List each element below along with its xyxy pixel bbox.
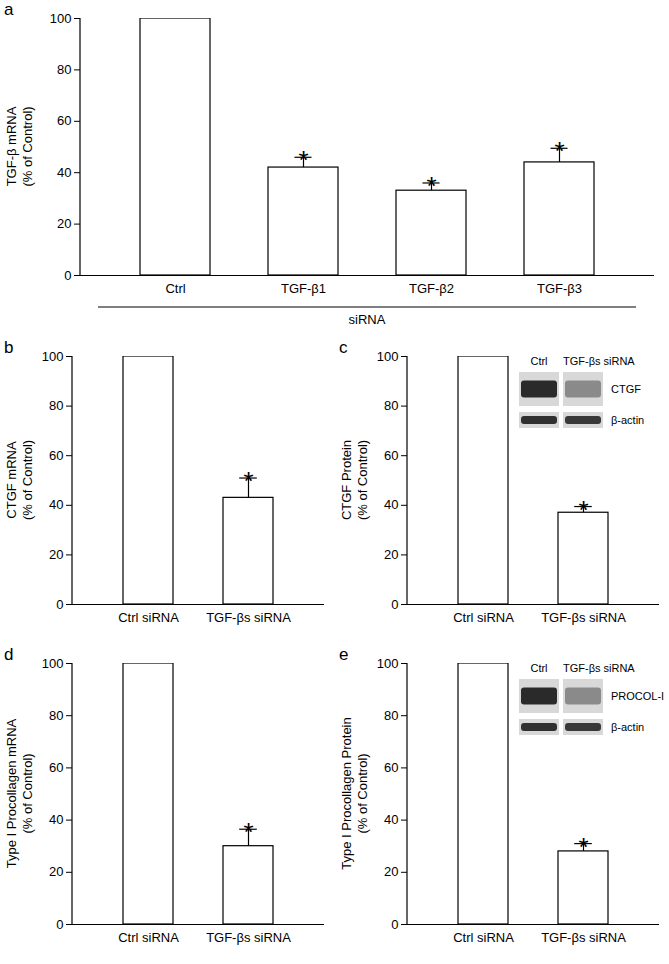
- svg-text:TGF-β mRNA(% of Control): TGF-β mRNA(% of Control): [4, 106, 34, 186]
- svg-text:β-actin: β-actin: [611, 414, 644, 426]
- svg-text:*: *: [578, 495, 588, 525]
- svg-text:TGF-βs siRNA: TGF-βs siRNA: [563, 355, 635, 367]
- svg-text:PROCOL-I: PROCOL-I: [611, 690, 664, 702]
- svg-text:Ctrl siRNA: Ctrl siRNA: [118, 930, 179, 945]
- svg-text:CTGF: CTGF: [611, 383, 641, 395]
- svg-text:*: *: [426, 171, 436, 201]
- svg-text:40: 40: [57, 165, 71, 180]
- svg-text:*: *: [578, 832, 588, 862]
- html-text:a: a: [4, 0, 14, 19]
- svg-text:TGF-β2: TGF-β2: [409, 281, 454, 296]
- svg-text:40: 40: [49, 812, 63, 827]
- svg-text:siRNA: siRNA: [349, 312, 386, 327]
- svg-text:Type I Procollagen Protein(% o: Type I Procollagen Protein(% of Control): [339, 717, 369, 869]
- svg-text:100: 100: [42, 349, 64, 364]
- svg-text:60: 60: [49, 760, 63, 775]
- svg-text:TGF-βs siRNA: TGF-βs siRNA: [541, 610, 626, 625]
- svg-text:0: 0: [64, 268, 71, 283]
- svg-text:100: 100: [377, 349, 399, 364]
- svg-text:TGF-βs siRNA: TGF-βs siRNA: [541, 930, 626, 945]
- svg-text:Ctrl siRNA: Ctrl siRNA: [453, 930, 514, 945]
- svg-text:0: 0: [56, 597, 63, 612]
- svg-text:0: 0: [56, 917, 63, 932]
- svg-text:TGF-β3: TGF-β3: [537, 281, 582, 296]
- svg-text:60: 60: [49, 448, 63, 463]
- svg-text:80: 80: [49, 398, 63, 413]
- svg-text:20: 20: [49, 547, 63, 562]
- svg-text:80: 80: [49, 708, 63, 723]
- svg-text:40: 40: [49, 497, 63, 512]
- svg-text:*: *: [554, 136, 564, 166]
- svg-text:20: 20: [49, 864, 63, 879]
- svg-text:Ctrl: Ctrl: [530, 662, 547, 674]
- svg-text:Ctrl siRNA: Ctrl siRNA: [453, 610, 514, 625]
- svg-text:100: 100: [42, 656, 64, 671]
- svg-text:100: 100: [50, 11, 72, 26]
- svg-text:60: 60: [384, 760, 398, 775]
- svg-text:60: 60: [384, 448, 398, 463]
- svg-text:Ctrl: Ctrl: [165, 281, 185, 296]
- svg-text:*: *: [298, 145, 308, 175]
- html-text:e: e: [339, 645, 349, 664]
- svg-text:*: *: [243, 817, 253, 847]
- svg-text:Ctrl siRNA: Ctrl siRNA: [118, 610, 179, 625]
- svg-text:100: 100: [377, 656, 399, 671]
- svg-text:Ctrl: Ctrl: [530, 355, 547, 367]
- svg-text:20: 20: [384, 547, 398, 562]
- html-text:b: b: [4, 338, 14, 357]
- html-text:c: c: [339, 338, 348, 357]
- svg-text:β-actin: β-actin: [611, 721, 644, 733]
- svg-text:20: 20: [384, 864, 398, 879]
- svg-text:TGF-βs siRNA: TGF-βs siRNA: [563, 662, 635, 674]
- svg-text:40: 40: [384, 812, 398, 827]
- svg-text:80: 80: [384, 708, 398, 723]
- svg-text:TGF-βs siRNA: TGF-βs siRNA: [206, 930, 291, 945]
- svg-text:*: *: [243, 466, 253, 496]
- svg-text:40: 40: [384, 497, 398, 512]
- svg-text:Type I Procollagen mRNA(% of C: Type I Procollagen mRNA(% of Control): [4, 718, 34, 868]
- svg-text:80: 80: [384, 398, 398, 413]
- svg-text:TGF-βs siRNA: TGF-βs siRNA: [206, 610, 291, 625]
- html-text:d: d: [4, 645, 14, 664]
- svg-text:TGF-β1: TGF-β1: [281, 281, 326, 296]
- svg-text:0: 0: [391, 597, 398, 612]
- svg-text:80: 80: [57, 62, 71, 77]
- svg-text:CTGF mRNA(% of Control): CTGF mRNA(% of Control): [4, 440, 34, 520]
- svg-text:0: 0: [391, 917, 398, 932]
- svg-text:20: 20: [57, 216, 71, 231]
- svg-text:60: 60: [57, 113, 71, 128]
- svg-text:CTGF Protein(% of Control): CTGF Protein(% of Control): [339, 440, 369, 520]
